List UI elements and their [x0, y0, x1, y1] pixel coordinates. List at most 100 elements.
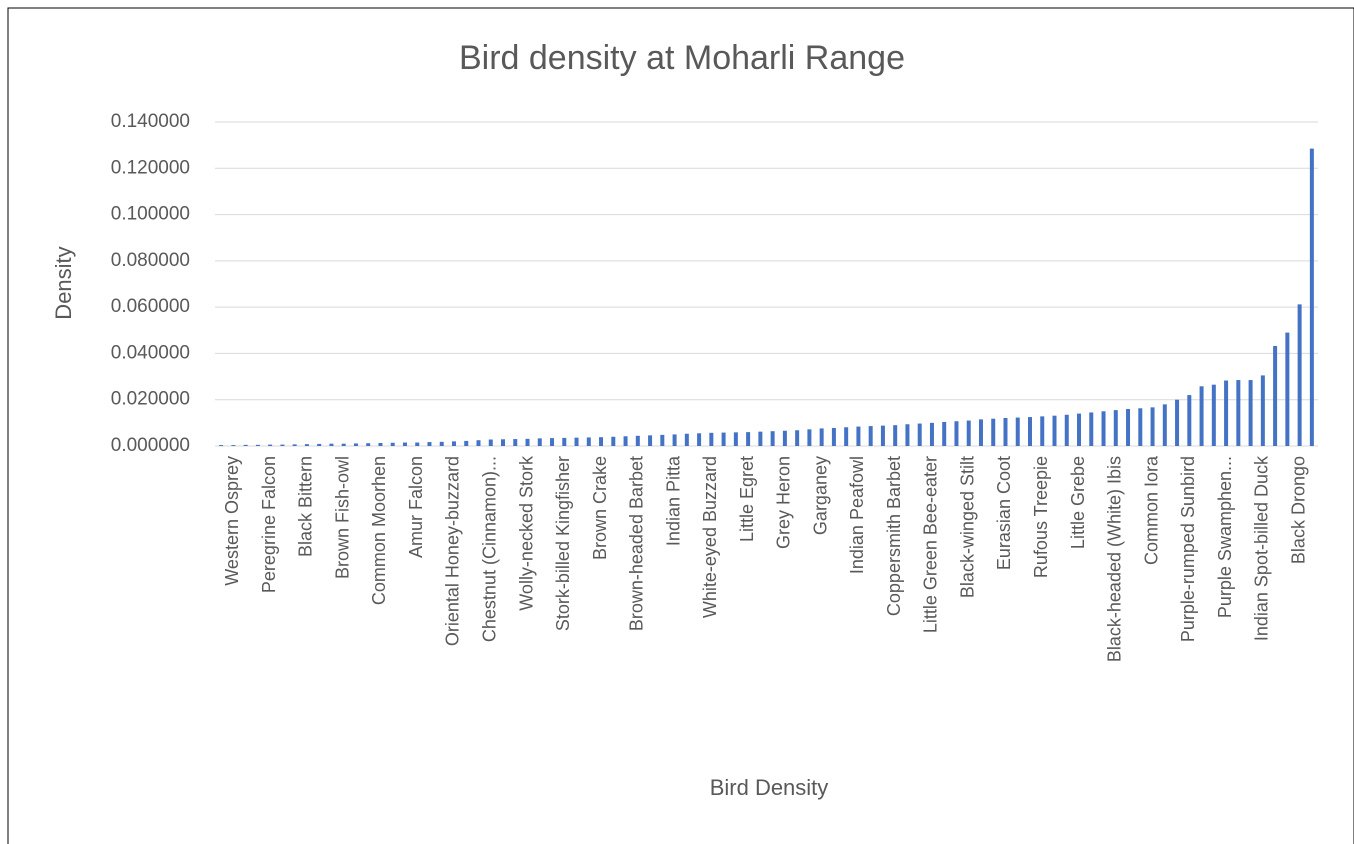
bar	[954, 421, 959, 446]
x-tick-label: Little Green Bee-eater	[921, 456, 941, 633]
bar	[672, 434, 677, 446]
x-tick-label: Coppersmith Barbet	[884, 456, 904, 616]
bar	[831, 427, 836, 446]
bar	[1101, 411, 1106, 446]
bar	[1211, 384, 1216, 446]
bar	[1187, 395, 1192, 446]
x-tick-label: Brown Crake	[590, 456, 610, 560]
x-tick-label: Oriental Honey-buzzard	[443, 456, 463, 646]
bar	[929, 422, 934, 446]
bar	[402, 442, 407, 446]
bar	[243, 444, 248, 446]
bar	[1285, 332, 1290, 446]
bar	[268, 444, 273, 446]
x-tick-label: Little Egret	[737, 456, 757, 542]
bar	[770, 431, 775, 446]
x-tick-label: Common Iora	[1141, 455, 1161, 565]
bar	[1150, 407, 1155, 446]
y-tick-label: 0.080000	[111, 250, 190, 271]
chart-title: Bird density at Moharli Range	[459, 39, 905, 77]
bar	[1162, 404, 1167, 446]
bar	[819, 428, 824, 446]
x-tick-label: Garganey	[810, 456, 830, 535]
bar	[1138, 408, 1143, 446]
bar	[893, 425, 898, 446]
bar	[746, 432, 751, 446]
bar	[317, 443, 322, 446]
y-tick-label: 0.040000	[111, 342, 190, 363]
x-axis-label: Bird Density	[710, 775, 829, 800]
bar	[807, 429, 812, 446]
bar	[1273, 346, 1278, 446]
bar	[991, 418, 996, 446]
bar	[599, 437, 604, 446]
bar	[562, 437, 567, 446]
bar	[1064, 414, 1069, 446]
bar	[868, 426, 873, 446]
bar	[280, 444, 285, 446]
x-tick-label: Black-winged Stilt	[957, 456, 977, 598]
bar	[353, 443, 358, 446]
bar	[451, 441, 456, 446]
x-tick-label: Brown Fish-owl	[332, 456, 352, 579]
bar	[709, 432, 714, 446]
bar	[231, 445, 236, 446]
bar	[390, 442, 395, 446]
bar	[1027, 417, 1032, 446]
bar	[1297, 304, 1302, 446]
bar	[329, 443, 334, 446]
x-tick-label: Western Osprey	[222, 456, 242, 586]
bar	[1309, 148, 1314, 446]
x-tick-label: Grey Heron	[774, 456, 794, 549]
x-tick-label: Wolly-necked Stork	[516, 455, 536, 611]
x-tick-label: Rufous Treepie	[1031, 456, 1051, 578]
bar	[341, 443, 346, 446]
bar	[1113, 410, 1118, 446]
y-tick-label: 0.020000	[111, 389, 190, 410]
chart-frame	[7, 7, 1354, 844]
x-tick-label: Peregrine Falcon	[259, 456, 279, 593]
y-tick-label: 0.000000	[111, 435, 190, 456]
bar	[1224, 380, 1229, 446]
bar	[476, 440, 481, 446]
bar	[415, 442, 420, 446]
x-tick-label: Indian Pitta	[663, 455, 683, 546]
bar	[304, 444, 309, 446]
x-tick-label: Amur Falcon	[406, 456, 426, 558]
bar	[1015, 417, 1020, 446]
bar	[697, 433, 702, 446]
bar	[966, 420, 971, 446]
bar	[1003, 417, 1008, 446]
bar	[917, 423, 922, 446]
x-tick-label: Indian Spot-billed Duck	[1252, 455, 1272, 641]
bar	[795, 430, 800, 446]
bar	[366, 443, 371, 446]
x-tick-label: White-eyed Buzzard	[700, 456, 720, 618]
bar	[219, 445, 224, 446]
bar	[733, 432, 738, 446]
bar	[905, 424, 910, 446]
bar	[1248, 380, 1253, 446]
bar	[427, 442, 432, 446]
y-tick-label: 0.060000	[111, 296, 190, 317]
x-tick-label: Black Bittern	[296, 456, 316, 557]
x-tick-label: Common Moorhen	[369, 456, 389, 605]
y-tick-label: 0.120000	[111, 157, 190, 178]
x-tick-label: Black Drongo	[1288, 456, 1308, 564]
x-tick-label: Little Grebe	[1068, 456, 1088, 549]
bar	[660, 434, 665, 446]
bar	[525, 438, 530, 446]
bar	[439, 441, 444, 446]
bar	[1040, 416, 1045, 446]
x-tick-label: Indian Peafowl	[847, 456, 867, 574]
bar	[1089, 412, 1094, 446]
bar	[1236, 380, 1241, 446]
y-tick-label: 0.100000	[111, 204, 190, 225]
x-tick-label: Black-headed (White) Ibis	[1105, 456, 1125, 662]
bar	[1199, 386, 1204, 446]
bar	[978, 419, 983, 446]
bar	[782, 430, 787, 446]
bar	[255, 444, 260, 446]
bar	[844, 427, 849, 446]
